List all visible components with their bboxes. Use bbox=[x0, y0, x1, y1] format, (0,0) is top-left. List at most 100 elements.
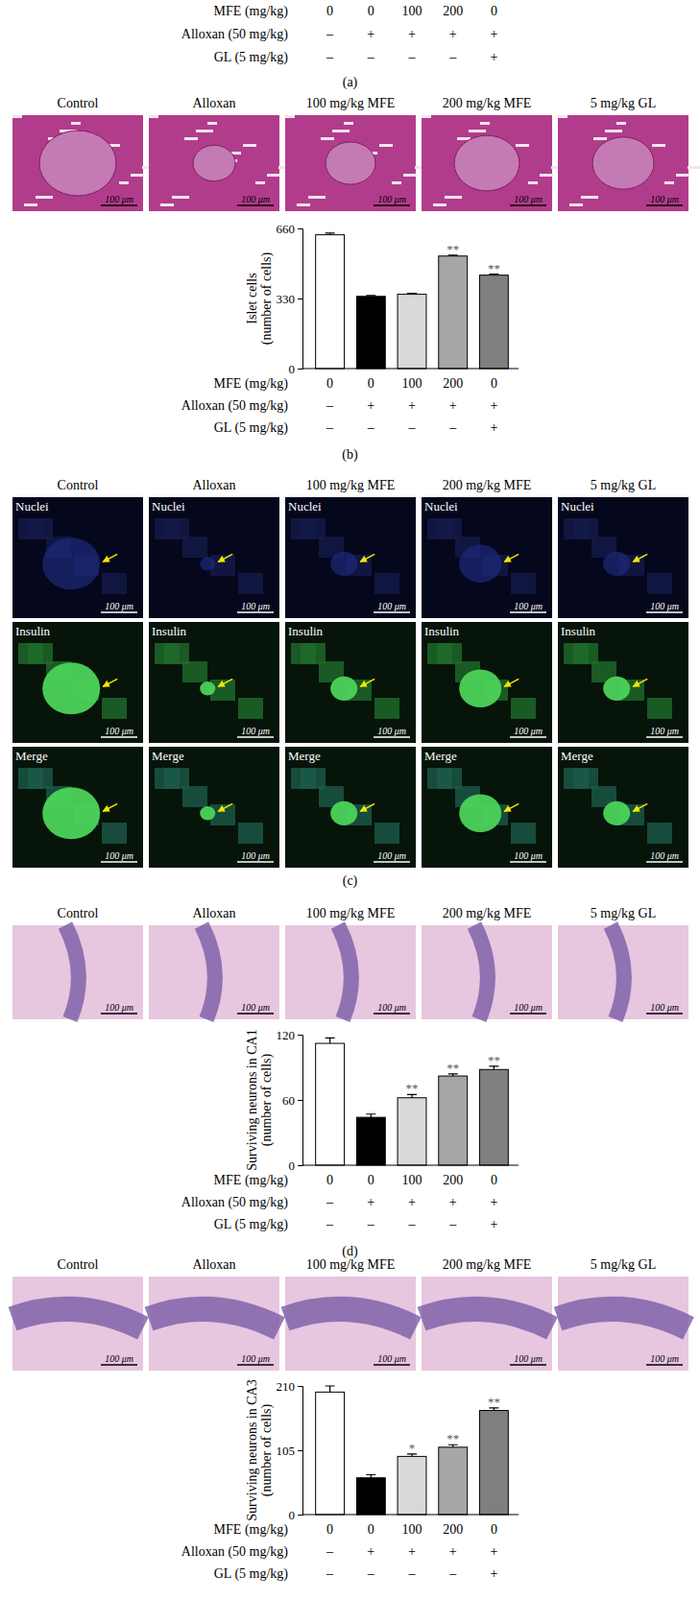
indicator-arrow bbox=[632, 678, 648, 687]
tissue-lobe bbox=[510, 822, 536, 845]
tissue-gap bbox=[184, 137, 198, 141]
islet bbox=[199, 681, 216, 696]
scale-bar bbox=[509, 1364, 547, 1367]
tissue-gap bbox=[664, 181, 675, 185]
micrograph: 100 μm bbox=[12, 115, 160, 212]
islet bbox=[42, 662, 100, 715]
condition-value: – bbox=[408, 1217, 417, 1232]
fluorescence-bg bbox=[148, 747, 280, 869]
tissue-gap bbox=[320, 137, 335, 141]
y-tick-label: 0 bbox=[289, 362, 296, 377]
micrograph: 100 μm bbox=[12, 925, 144, 1020]
islet bbox=[330, 676, 358, 701]
condition-value: 0 bbox=[367, 376, 375, 391]
bar bbox=[315, 1043, 345, 1166]
islet bbox=[199, 806, 216, 821]
scale-bar bbox=[237, 204, 274, 207]
tissue-gap bbox=[528, 181, 538, 185]
image-title: Control bbox=[57, 96, 99, 111]
y-tick-mark bbox=[297, 1515, 303, 1517]
condition-label: GL (5 mg/kg) bbox=[214, 420, 290, 436]
condition-value: + bbox=[489, 1544, 498, 1560]
y-tick-label: 105 bbox=[276, 1444, 296, 1459]
scale-bar bbox=[646, 204, 683, 207]
y-tick-mark bbox=[297, 1165, 303, 1167]
image-title: 100 mg/kg MFE bbox=[306, 906, 396, 921]
tissue-gap bbox=[593, 137, 607, 141]
indicator-arrow bbox=[360, 678, 375, 687]
y-axis: 0 105 210 bbox=[276, 1379, 304, 1523]
tissue-gap bbox=[195, 129, 214, 133]
bar bbox=[356, 1117, 386, 1166]
tissue-gap bbox=[651, 144, 666, 147]
fluorescence-bg bbox=[557, 622, 689, 744]
tissue-gap bbox=[207, 121, 218, 125]
tissue-gap bbox=[403, 173, 417, 177]
channel-label: Nuclei bbox=[424, 499, 459, 514]
image-title: 100 mg/kg MFE bbox=[306, 478, 396, 493]
condition-value: – bbox=[325, 1217, 335, 1232]
condition-value: – bbox=[408, 420, 417, 435]
condition-value: – bbox=[325, 420, 335, 435]
channel-label: Merge bbox=[560, 748, 594, 764]
scale-bar-label: 100 μm bbox=[650, 725, 679, 737]
channel-label: Merge bbox=[288, 748, 321, 764]
fluorescence-bg bbox=[421, 497, 553, 619]
channel-label: Insulin bbox=[15, 624, 51, 639]
condition-value: – bbox=[325, 1567, 335, 1582]
y-axis-title: Islet cells bbox=[244, 272, 260, 324]
condition-value: + bbox=[449, 1195, 458, 1210]
condition-value: 0 bbox=[367, 1173, 375, 1188]
fluorescence-bg bbox=[285, 497, 416, 619]
fluorescence-bg bbox=[557, 497, 689, 619]
tissue-gap bbox=[675, 173, 690, 177]
condition-value: + bbox=[408, 26, 416, 42]
tissue-gap bbox=[480, 121, 490, 125]
fluorescence-image: Merge100 μm bbox=[12, 747, 144, 869]
tissue-lobe bbox=[647, 822, 673, 845]
y-tick-label: 0 bbox=[289, 1508, 296, 1523]
condition-value: 100 bbox=[402, 1522, 423, 1538]
micrograph-bg bbox=[12, 925, 144, 1020]
indicator-arrow bbox=[504, 803, 519, 812]
scale-bar-label: 100 μm bbox=[513, 1353, 543, 1365]
condition-value: 100 bbox=[402, 3, 423, 19]
bar bbox=[356, 1478, 386, 1516]
scale-bar-label: 100 μm bbox=[241, 725, 270, 737]
significance-label: ** bbox=[487, 1053, 501, 1068]
scale-bar bbox=[509, 611, 547, 614]
condition-value: – bbox=[325, 1195, 335, 1210]
y-axis: 0330660 bbox=[276, 221, 304, 377]
channel-label: Insulin bbox=[560, 624, 597, 639]
y-tick-mark bbox=[297, 298, 303, 300]
scale-bar bbox=[509, 1013, 547, 1015]
scale-bar-label: 100 μm bbox=[377, 850, 407, 862]
panel-label: (a) bbox=[342, 74, 359, 91]
condition-label: Alloxan (50 mg/kg) bbox=[181, 26, 290, 43]
indicator-arrow bbox=[360, 803, 375, 812]
neuron-layer bbox=[148, 1309, 280, 1329]
indicator-arrow bbox=[102, 803, 118, 812]
bar bbox=[438, 1076, 468, 1166]
condition-value: – bbox=[325, 398, 335, 413]
fluorescence-image: Nuclei100 μm bbox=[285, 497, 416, 619]
tissue-lobe bbox=[573, 643, 599, 665]
tissue-gap bbox=[285, 115, 295, 119]
significance-label: ** bbox=[446, 1061, 459, 1076]
tissue-gap bbox=[391, 181, 402, 185]
condition-value: + bbox=[366, 26, 375, 42]
islet bbox=[193, 144, 236, 181]
tissue-gap bbox=[343, 121, 354, 125]
condition-value: 0 bbox=[490, 1522, 498, 1538]
scale-bar-label: 100 μm bbox=[513, 193, 543, 205]
fluorescence-bg bbox=[421, 747, 553, 869]
scale-bar-label: 100 μm bbox=[650, 850, 679, 862]
scale-bar bbox=[100, 1013, 138, 1015]
y-tick-label: 210 bbox=[276, 1379, 296, 1395]
tissue-gap bbox=[119, 181, 129, 185]
condition-value: – bbox=[408, 49, 417, 65]
bar bbox=[315, 1392, 345, 1516]
scale-bar bbox=[237, 1013, 274, 1015]
y-tick-label: 120 bbox=[276, 1028, 296, 1043]
scale-bar bbox=[373, 861, 411, 864]
